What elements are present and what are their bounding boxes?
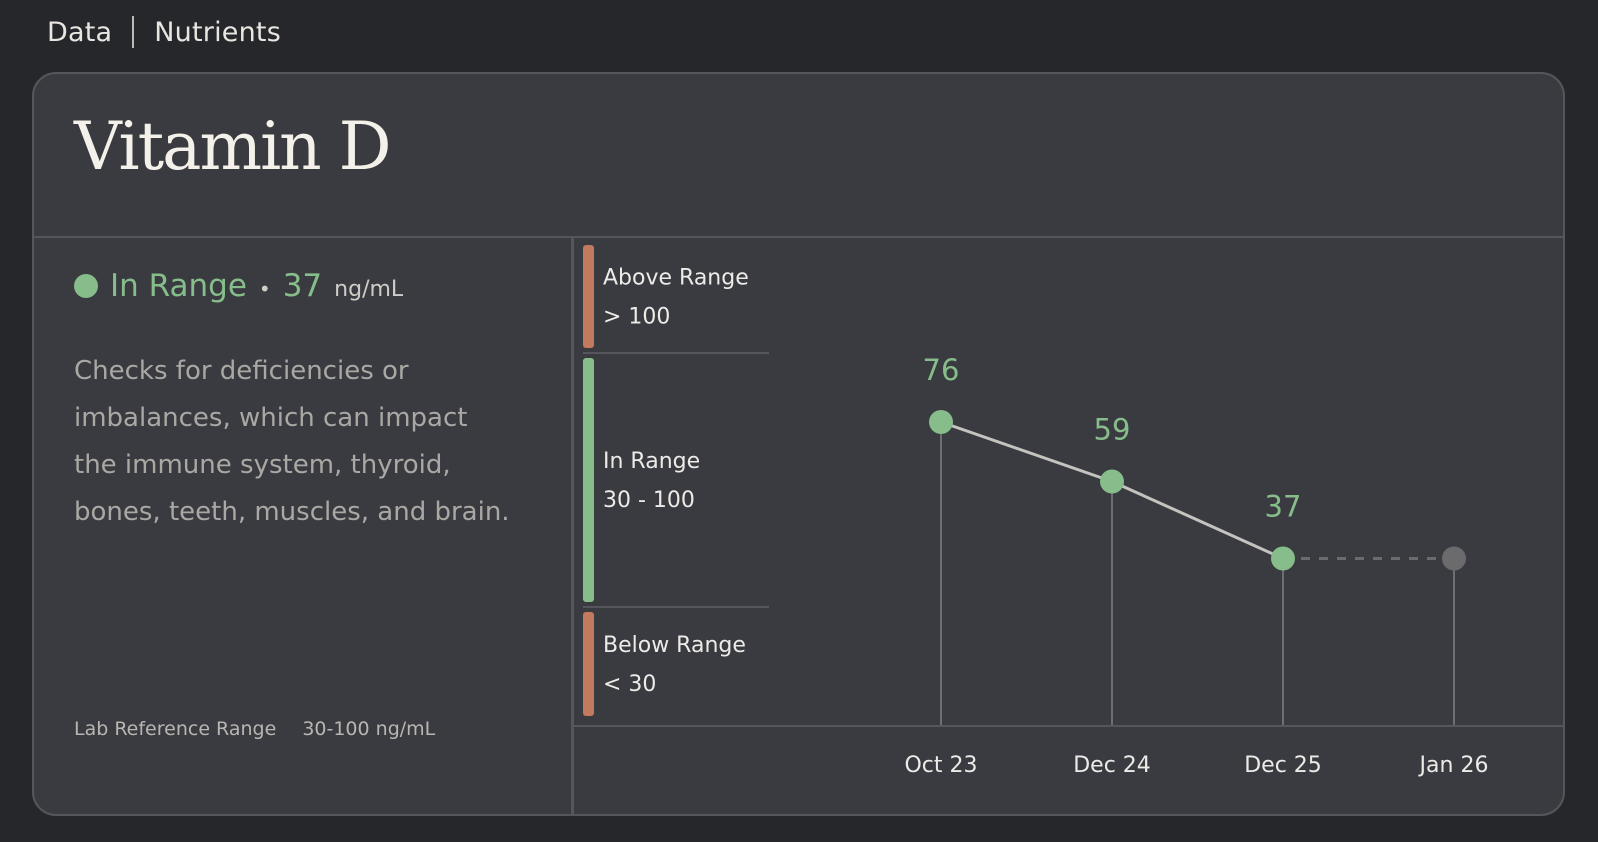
breadcrumb-separator xyxy=(132,16,135,48)
x-tick-label: Dec 25 xyxy=(1244,753,1322,778)
title-divider xyxy=(34,236,1563,238)
data-point xyxy=(929,410,953,434)
series-line-segment xyxy=(1111,480,1284,560)
status-dot-icon xyxy=(74,274,98,298)
reference-label: Lab Reference Range xyxy=(74,718,277,740)
x-tick-label: Oct 23 xyxy=(904,753,977,778)
data-label: 37 xyxy=(1265,490,1302,524)
range-bar-below-range xyxy=(583,612,594,716)
biomarker-card: Vitamin D In Range • 37 ng/mL Checks for… xyxy=(32,72,1565,816)
range-value-in-range: 30 - 100 xyxy=(603,488,695,513)
data-point xyxy=(1100,469,1124,494)
range-value-below-range: < 30 xyxy=(603,672,656,697)
x-tick-label: Dec 24 xyxy=(1073,753,1151,778)
series-line-segment xyxy=(940,420,1113,483)
biomarker-title: Vitamin D xyxy=(74,108,392,185)
data-label: 59 xyxy=(1094,413,1131,447)
data-point xyxy=(1271,546,1295,571)
range-name-below-range: Below Range xyxy=(603,633,746,658)
range-name-above-range: Above Range xyxy=(603,266,749,291)
status-label: In Range xyxy=(110,268,247,304)
range-name-in-range: In Range xyxy=(603,449,700,474)
projected-data-point xyxy=(1442,546,1466,571)
range-value-above-range: > 100 xyxy=(603,305,670,330)
column-divider xyxy=(571,237,574,814)
range-bar-above-range xyxy=(583,245,594,348)
data-label: 76 xyxy=(923,353,960,387)
status-value: 37 xyxy=(282,268,323,304)
breadcrumb-item-data[interactable]: Data xyxy=(47,16,113,48)
range-bar-in-range xyxy=(583,358,594,602)
trend-chart: Above Range > 100 In Range 30 - 100 Below Ra… xyxy=(574,245,1563,778)
biomarker-description: Checks for deficiencies or imbalances, w… xyxy=(74,356,510,527)
breadcrumb: Data Nutrients xyxy=(47,14,281,50)
reference-value: 30-100 ng/mL xyxy=(302,718,436,740)
breadcrumb-item-nutrients[interactable]: Nutrients xyxy=(154,16,281,48)
status-unit: ng/mL xyxy=(334,277,404,302)
status-row: In Range • 37 ng/mL xyxy=(74,268,403,304)
lab-reference-range: Lab Reference Range 30-100 ng/mL xyxy=(74,718,435,740)
x-tick-label: Jan 26 xyxy=(1418,753,1489,778)
status-separator: • xyxy=(258,277,271,301)
